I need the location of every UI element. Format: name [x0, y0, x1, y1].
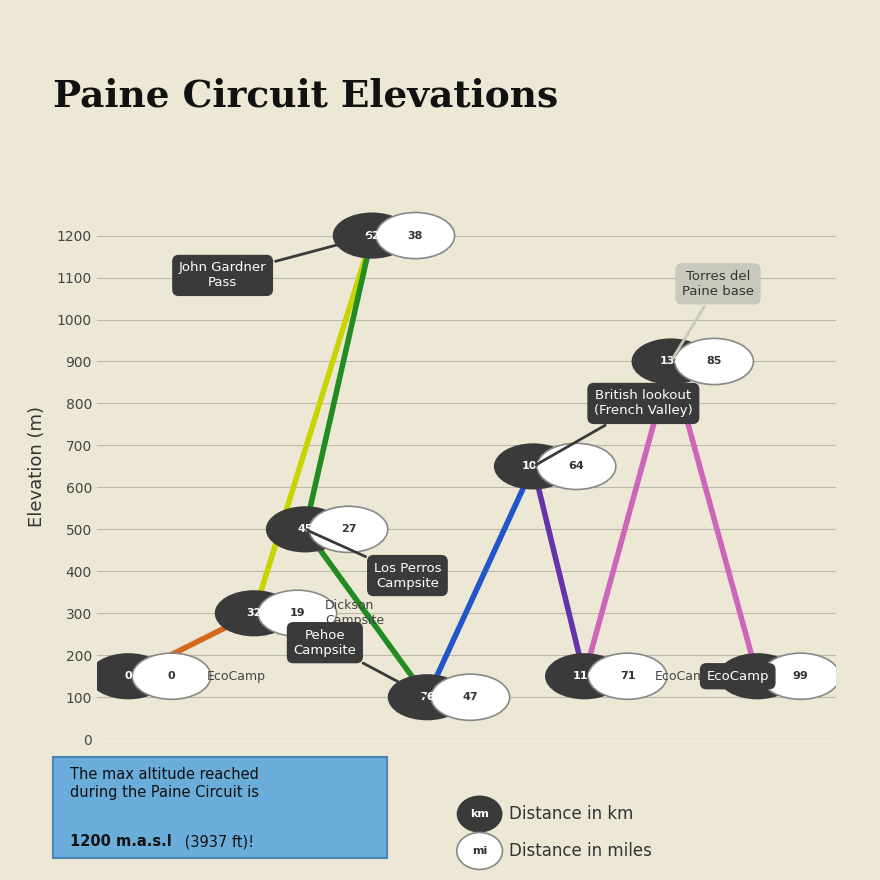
Text: British lookout
(French Valley): British lookout (French Valley): [536, 390, 693, 465]
Ellipse shape: [388, 674, 466, 721]
Text: 160: 160: [745, 671, 769, 681]
Text: 0: 0: [168, 671, 175, 681]
Text: 19: 19: [290, 608, 305, 619]
Text: 32: 32: [246, 608, 261, 619]
Text: EcoCamp: EcoCamp: [655, 670, 715, 683]
Ellipse shape: [494, 444, 573, 489]
Text: 47: 47: [463, 693, 478, 702]
Text: 38: 38: [407, 231, 423, 240]
Text: Pehoe
Campsite: Pehoe Campsite: [293, 628, 425, 696]
Ellipse shape: [545, 653, 624, 700]
Ellipse shape: [89, 653, 167, 700]
Text: 138: 138: [659, 356, 682, 366]
Text: Los Perros
Campsite: Los Perros Campsite: [308, 531, 441, 590]
Ellipse shape: [537, 444, 616, 489]
Ellipse shape: [258, 590, 337, 636]
Text: Distance in miles: Distance in miles: [509, 842, 651, 860]
Text: EcoCamp: EcoCamp: [207, 670, 266, 683]
Text: Dickson
Campsite: Dickson Campsite: [325, 599, 384, 627]
Text: 71: 71: [620, 671, 635, 681]
Text: The max altitude reached
during the Paine Circuit is: The max altitude reached during the Pain…: [70, 767, 260, 800]
Text: 45: 45: [297, 524, 313, 534]
Ellipse shape: [309, 506, 388, 553]
Text: (3937 ft)!: (3937 ft)!: [180, 834, 254, 849]
Text: 85: 85: [707, 356, 722, 366]
Text: 76: 76: [419, 693, 435, 702]
Text: 62: 62: [364, 231, 380, 240]
Ellipse shape: [718, 653, 796, 700]
Text: 64: 64: [568, 461, 584, 472]
Ellipse shape: [632, 339, 710, 385]
Y-axis label: Elevation (m): Elevation (m): [27, 406, 46, 527]
Text: 0: 0: [124, 671, 132, 681]
Ellipse shape: [376, 212, 455, 259]
Text: 1200 m.a.s.l: 1200 m.a.s.l: [70, 834, 172, 849]
Text: km: km: [470, 809, 489, 819]
Ellipse shape: [675, 339, 753, 385]
Text: 116: 116: [573, 671, 596, 681]
Text: Paine Circuit Elevations: Paine Circuit Elevations: [53, 77, 558, 114]
Text: Distance in km: Distance in km: [509, 805, 633, 823]
Ellipse shape: [132, 653, 211, 700]
Text: 103: 103: [522, 461, 545, 472]
Text: mi: mi: [472, 846, 488, 856]
Ellipse shape: [761, 653, 840, 700]
Ellipse shape: [215, 590, 293, 636]
Ellipse shape: [431, 674, 510, 721]
Text: John Gardner
Pass: John Gardner Pass: [179, 237, 370, 290]
Ellipse shape: [333, 212, 411, 259]
Ellipse shape: [589, 653, 667, 700]
Ellipse shape: [266, 506, 344, 553]
Text: EcoCamp: EcoCamp: [707, 670, 769, 683]
Text: 99: 99: [793, 671, 809, 681]
Text: Torres del
Paine base: Torres del Paine base: [672, 270, 754, 359]
Text: 27: 27: [341, 524, 356, 534]
